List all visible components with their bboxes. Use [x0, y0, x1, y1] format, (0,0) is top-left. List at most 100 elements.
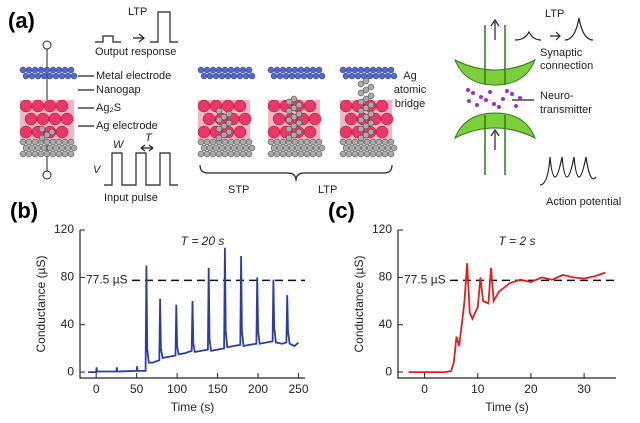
atom-ag: [267, 138, 275, 146]
axon: [484, 25, 506, 175]
atom-ag: [70, 144, 78, 152]
x-tick-label: 100: [167, 382, 187, 396]
y-axis-label: Conductance (µS): [352, 256, 366, 353]
neurotransmitter-dot: [510, 92, 514, 96]
atom-ag: [242, 144, 250, 152]
atom-ag: [372, 144, 380, 152]
axes: [79, 230, 305, 379]
atom-metal: [378, 72, 386, 80]
atom-ag: [362, 95, 370, 103]
data-line: [408, 263, 606, 373]
atom-ag: [367, 119, 375, 127]
label: bridge: [395, 98, 426, 110]
atom-ag: [285, 107, 293, 115]
atom-s: [303, 125, 317, 139]
atom-s: [303, 99, 317, 113]
atom-ag: [215, 150, 223, 158]
atom-metal: [312, 72, 320, 80]
atom-metal: [300, 72, 308, 80]
atom-ag: [291, 150, 299, 158]
label: Synaptic: [540, 47, 583, 59]
atom-ag: [351, 150, 359, 158]
atom-s: [19, 99, 33, 113]
atom-ag: [220, 131, 228, 139]
atom-s: [31, 99, 45, 113]
atom-ag: [295, 101, 303, 109]
atom-metal: [318, 72, 326, 80]
x-tick-label: 30: [577, 382, 591, 396]
atom-ag: [375, 150, 383, 158]
atom-ag: [225, 110, 233, 118]
atom-ag: [31, 138, 39, 146]
atom-s: [24, 112, 38, 126]
atom-s: [43, 99, 57, 113]
atom-ag: [290, 131, 298, 139]
atom-s: [272, 112, 286, 126]
atom-ag: [52, 144, 60, 152]
atom-s: [55, 99, 69, 113]
annotation: T = 2 s: [498, 234, 535, 248]
atom-ag: [363, 150, 371, 158]
atom-ag: [31, 150, 39, 158]
atom-ag: [25, 138, 33, 146]
atom-ag: [357, 80, 365, 88]
atom-metal: [200, 72, 208, 80]
atom-ag: [362, 131, 370, 139]
atom-ag: [46, 144, 54, 152]
atom-ag: [378, 144, 386, 152]
neurotransmitter-dot: [471, 91, 475, 95]
atom-metal: [294, 72, 302, 80]
atom-metal: [354, 72, 362, 80]
panel-label: (c): [328, 198, 355, 223]
signal-arrows: [490, 18, 500, 150]
atom-metal: [239, 66, 247, 74]
atom-metal: [31, 66, 39, 74]
label: LTP: [318, 184, 337, 196]
y-tick-label: 120: [372, 222, 392, 236]
atom-s: [344, 112, 358, 126]
atom-ag: [315, 138, 323, 146]
neurotransmitter-dot: [497, 105, 501, 109]
atom-s: [380, 112, 394, 126]
atom-ag: [49, 138, 57, 146]
y-tick-label: 120: [54, 222, 74, 236]
atom-metal: [279, 66, 287, 74]
output-pulse-small: [95, 35, 121, 43]
label: Nanogap: [96, 84, 141, 96]
atom-s: [339, 99, 353, 113]
atom-ag: [306, 144, 314, 152]
atom-metal: [342, 72, 350, 80]
atom-metal: [363, 66, 371, 74]
atom-ag: [279, 150, 287, 158]
atom-metal: [267, 66, 275, 74]
atom-ag: [387, 150, 395, 158]
atom-metal: [315, 66, 323, 74]
atom-ag: [345, 138, 353, 146]
atom-ag: [362, 86, 370, 94]
atom-ag: [367, 83, 375, 91]
postsynaptic: [454, 112, 536, 140]
atom-ag: [375, 138, 383, 146]
atom-metal: [67, 66, 75, 74]
label: Action potential: [546, 196, 621, 208]
presynaptic: [454, 58, 536, 86]
atom-metal: [285, 66, 293, 74]
neurotransmitter-dot: [505, 89, 509, 93]
atom-metal: [58, 72, 66, 80]
atom-s: [19, 125, 33, 139]
atom-ag: [224, 144, 232, 152]
atom-s: [375, 99, 389, 113]
atom-ag: [357, 98, 365, 106]
atom-ag: [236, 144, 244, 152]
schematic: [19, 11, 597, 186]
atom-ag: [295, 128, 303, 136]
atom-ag: [315, 150, 323, 158]
label: Ag₂S: [96, 102, 121, 114]
atom-metal: [212, 72, 220, 80]
atom-metal: [218, 72, 226, 80]
output-pulse-large: [150, 11, 178, 43]
atom-s: [221, 99, 235, 113]
atom-metal: [43, 66, 51, 74]
atom-metal: [282, 72, 290, 80]
atom-ag: [245, 138, 253, 146]
